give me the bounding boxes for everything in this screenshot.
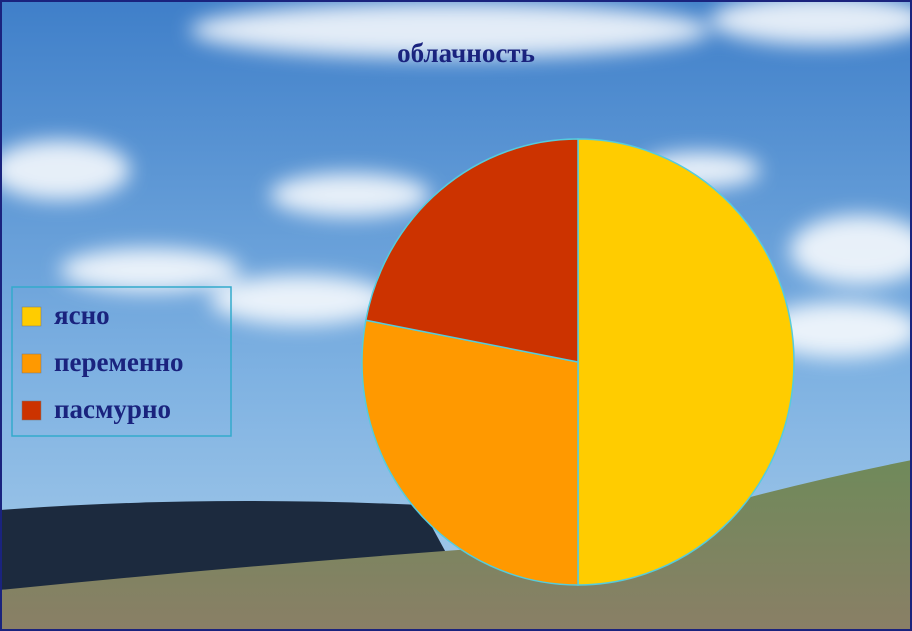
legend-swatch	[21, 353, 42, 374]
legend-label: пасмурно	[54, 394, 171, 424]
chart-title: облачность	[397, 38, 535, 68]
pie-slice	[364, 138, 579, 363]
legend-label: переменно	[54, 347, 184, 377]
legend-label: ясно	[54, 300, 110, 330]
legend-swatch	[21, 306, 42, 327]
pie-slice	[577, 138, 795, 586]
legend-box	[11, 286, 232, 437]
legend-swatch	[21, 400, 42, 421]
pie-slice	[361, 319, 579, 586]
